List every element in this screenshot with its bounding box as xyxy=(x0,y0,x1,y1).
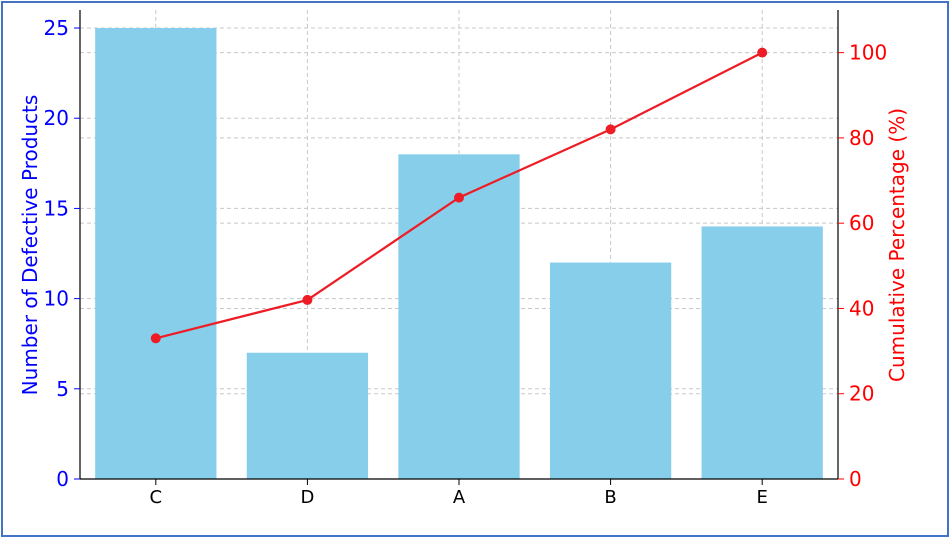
bar-A xyxy=(398,154,520,480)
bar-C xyxy=(95,28,217,480)
x-tick-label: A xyxy=(453,487,466,508)
left-tick-label: 0 xyxy=(56,467,69,491)
left-tick-label: 5 xyxy=(56,377,69,401)
cumulative-point-B xyxy=(605,124,616,135)
right-axis-label: Cumulative Percentage (%) xyxy=(885,108,909,382)
left-tick-label: 25 xyxy=(44,16,69,40)
x-tick-label: E xyxy=(757,487,768,508)
bars xyxy=(95,28,823,480)
right-tick-label: 80 xyxy=(849,126,874,150)
right-tick-label: 60 xyxy=(849,211,874,235)
left-tick-label: 15 xyxy=(44,196,69,220)
right-tick-label: 40 xyxy=(849,296,874,320)
left-tick-label: 20 xyxy=(44,106,69,130)
cumulative-point-E xyxy=(757,47,768,58)
cumulative-point-A xyxy=(454,192,464,203)
bar-D xyxy=(246,352,369,479)
x-tick-label: D xyxy=(300,487,314,508)
right-tick-label: 0 xyxy=(849,467,862,491)
axes: 0 5 10 15 20 25 0 20 40 60 80 100 C D A B E xyxy=(44,10,887,508)
bar-B xyxy=(549,262,672,479)
cumulative-point-D xyxy=(302,294,313,305)
right-tick-label: 100 xyxy=(849,41,887,65)
bar-E xyxy=(701,226,823,479)
cumulative-point-C xyxy=(150,333,161,344)
right-tick-label: 20 xyxy=(849,382,874,406)
cumulative-line xyxy=(150,47,768,344)
x-tick-label: B xyxy=(604,487,616,508)
left-tick-label: 10 xyxy=(44,287,69,311)
left-axis-label: Number of Defective Products xyxy=(18,95,42,396)
x-tick-label: C xyxy=(150,487,163,508)
